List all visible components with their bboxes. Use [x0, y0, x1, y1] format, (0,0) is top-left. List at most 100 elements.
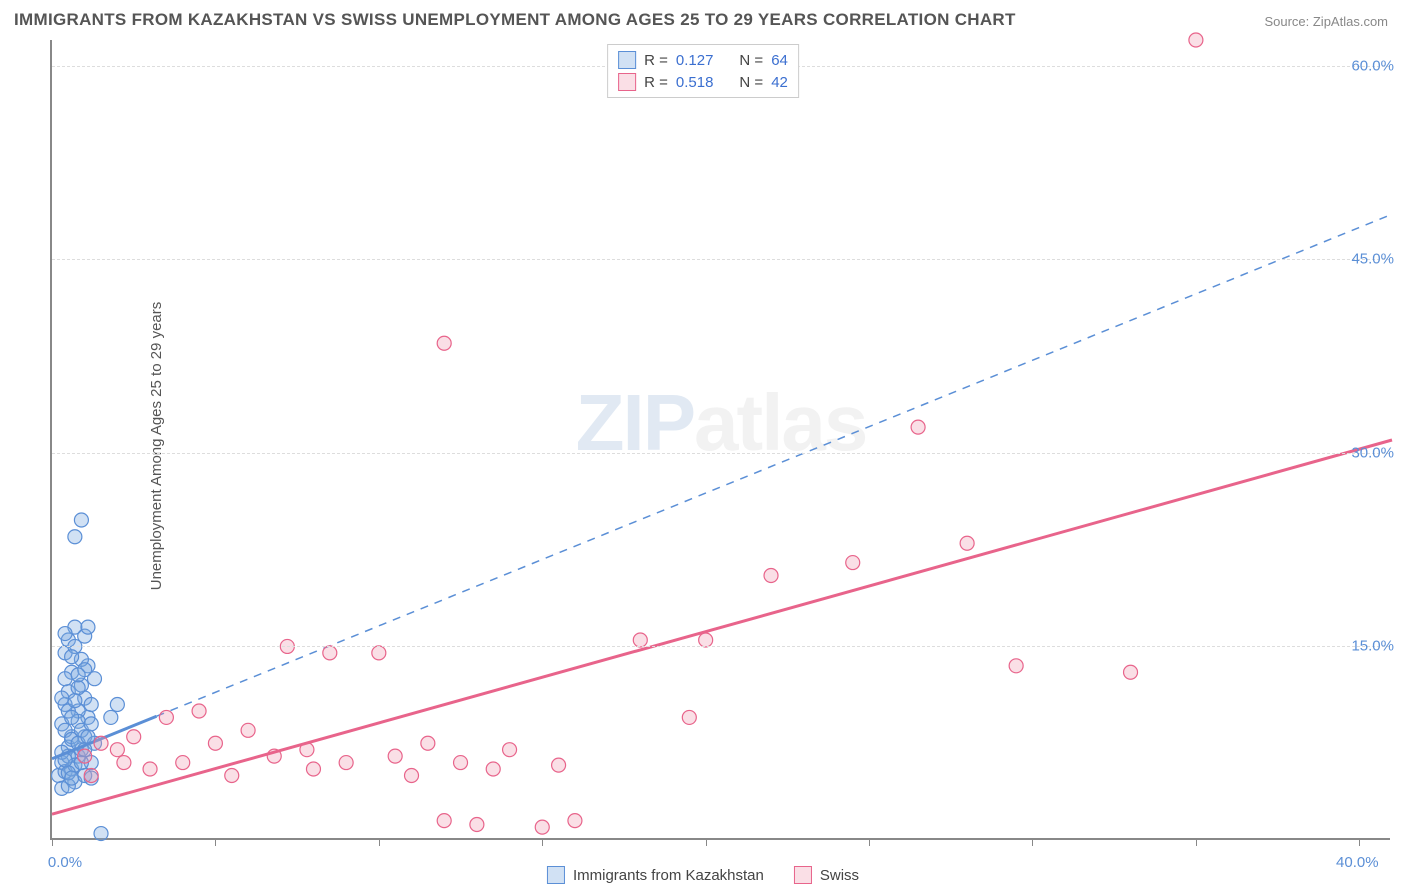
data-point-kazakhstan	[68, 694, 82, 708]
data-point-swiss	[1009, 659, 1023, 673]
data-point-swiss	[568, 814, 582, 828]
data-point-swiss	[208, 736, 222, 750]
y-tick-label: 60.0%	[1351, 57, 1394, 74]
x-tick	[215, 838, 216, 846]
data-point-swiss	[176, 756, 190, 770]
x-tick	[1359, 838, 1360, 846]
y-tick-label: 45.0%	[1351, 251, 1394, 268]
data-point-swiss	[110, 743, 124, 757]
data-point-swiss	[78, 749, 92, 763]
data-point-swiss	[764, 568, 778, 582]
gridline-h	[52, 259, 1390, 260]
data-point-kazakhstan	[65, 650, 79, 664]
stats-row-kazakhstan: R = 0.127 N = 64	[618, 49, 788, 71]
chart-svg	[52, 40, 1390, 838]
stats-legend: R = 0.127 N = 64 R = 0.518 N = 42	[607, 44, 799, 98]
stats-row-swiss: R = 0.518 N = 42	[618, 71, 788, 93]
data-point-swiss	[1189, 33, 1203, 47]
data-point-kazakhstan	[74, 513, 88, 527]
data-point-swiss	[241, 723, 255, 737]
n-label: N =	[739, 74, 763, 91]
data-point-swiss	[437, 814, 451, 828]
data-point-kazakhstan	[94, 827, 108, 841]
trendline-swiss	[52, 440, 1392, 814]
y-tick-label: 15.0%	[1351, 638, 1394, 655]
data-point-swiss	[552, 758, 566, 772]
gridline-h	[52, 646, 1390, 647]
legend-item-swiss: Swiss	[794, 866, 859, 884]
data-point-swiss	[486, 762, 500, 776]
source-attribution: Source: ZipAtlas.com	[1264, 14, 1388, 29]
data-point-swiss	[192, 704, 206, 718]
x-tick	[379, 838, 380, 846]
data-point-swiss	[159, 710, 173, 724]
swatch-kazakhstan	[618, 51, 636, 69]
data-point-swiss	[339, 756, 353, 770]
x-tick	[706, 838, 707, 846]
legend-label-swiss: Swiss	[820, 867, 859, 884]
r-label: R =	[644, 74, 668, 91]
data-point-kazakhstan	[71, 681, 85, 695]
data-point-swiss	[503, 743, 517, 757]
r-value-kazakhstan: 0.127	[676, 52, 714, 69]
swatch-swiss	[618, 73, 636, 91]
data-point-swiss	[960, 536, 974, 550]
data-point-kazakhstan	[58, 672, 72, 686]
plot-area: ZIPatlas	[50, 40, 1390, 840]
data-point-swiss	[306, 762, 320, 776]
data-point-swiss	[117, 756, 131, 770]
data-point-swiss	[421, 736, 435, 750]
data-point-swiss	[535, 820, 549, 834]
data-point-swiss	[94, 736, 108, 750]
data-point-swiss	[846, 556, 860, 570]
r-label: R =	[644, 52, 668, 69]
data-point-kazakhstan	[68, 530, 82, 544]
trendline-kazakhstan-dashed	[157, 214, 1392, 716]
n-value-swiss: 42	[771, 74, 788, 91]
data-point-swiss	[699, 633, 713, 647]
data-point-kazakhstan	[55, 691, 69, 705]
x-tick	[52, 838, 53, 846]
data-point-kazakhstan	[65, 771, 79, 785]
data-point-kazakhstan	[65, 710, 79, 724]
x-tick-label-left: 0.0%	[48, 854, 82, 871]
data-point-swiss	[143, 762, 157, 776]
bottom-legend: Immigrants from Kazakhstan Swiss	[547, 866, 859, 884]
x-tick-label-right: 40.0%	[1336, 854, 1379, 871]
data-point-swiss	[388, 749, 402, 763]
data-point-swiss	[470, 818, 484, 832]
data-point-kazakhstan	[81, 620, 95, 634]
data-point-kazakhstan	[84, 698, 98, 712]
data-point-swiss	[911, 420, 925, 434]
data-point-kazakhstan	[84, 717, 98, 731]
legend-swatch-kazakhstan	[547, 866, 565, 884]
x-tick	[1196, 838, 1197, 846]
legend-label-kazakhstan: Immigrants from Kazakhstan	[573, 867, 764, 884]
data-point-kazakhstan	[104, 710, 118, 724]
legend-item-kazakhstan: Immigrants from Kazakhstan	[547, 866, 764, 884]
data-point-swiss	[372, 646, 386, 660]
data-point-kazakhstan	[71, 668, 85, 682]
x-tick	[542, 838, 543, 846]
data-point-swiss	[633, 633, 647, 647]
gridline-h	[52, 453, 1390, 454]
data-point-swiss	[682, 710, 696, 724]
legend-swatch-swiss	[794, 866, 812, 884]
data-point-swiss	[454, 756, 468, 770]
x-tick	[869, 838, 870, 846]
data-point-swiss	[225, 768, 239, 782]
chart-title: IMMIGRANTS FROM KAZAKHSTAN VS SWISS UNEM…	[14, 10, 1016, 30]
n-label: N =	[739, 52, 763, 69]
data-point-swiss	[84, 768, 98, 782]
data-point-swiss	[1124, 665, 1138, 679]
data-point-swiss	[323, 646, 337, 660]
data-point-swiss	[405, 768, 419, 782]
data-point-swiss	[127, 730, 141, 744]
r-value-swiss: 0.518	[676, 74, 714, 91]
data-point-kazakhstan	[58, 627, 72, 641]
n-value-kazakhstan: 64	[771, 52, 788, 69]
data-point-swiss	[437, 336, 451, 350]
x-tick	[1032, 838, 1033, 846]
y-tick-label: 30.0%	[1351, 444, 1394, 461]
data-point-kazakhstan	[110, 698, 124, 712]
